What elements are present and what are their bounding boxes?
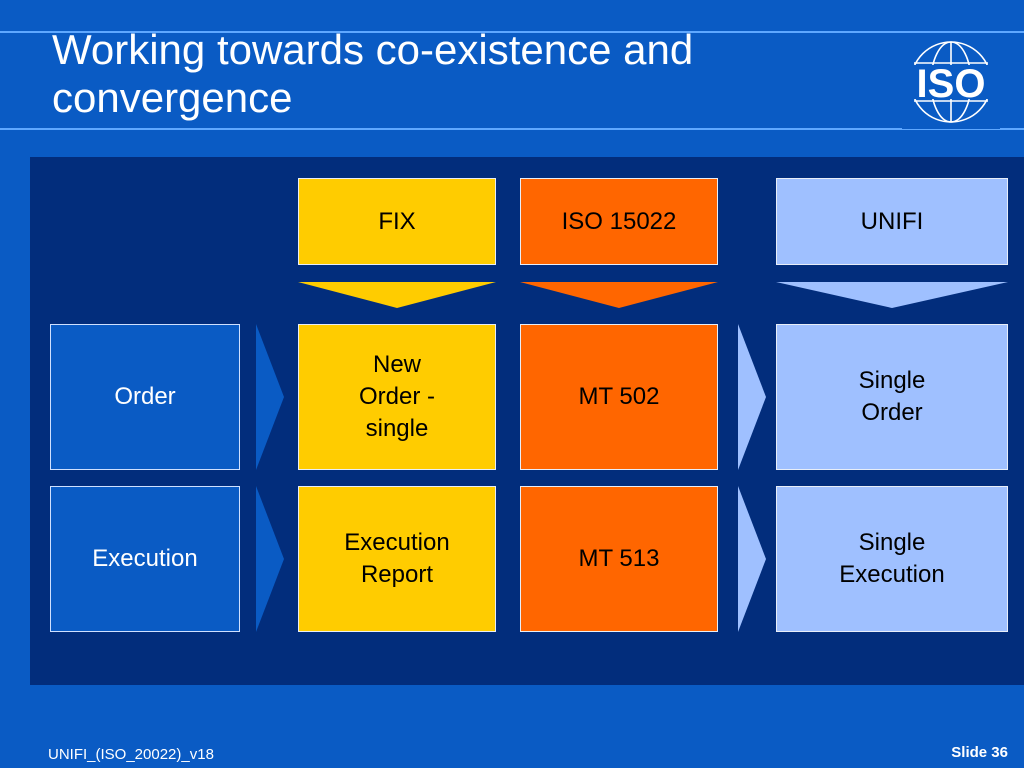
chevron-right-icon xyxy=(256,486,284,632)
footer-document-id: UNIFI_(ISO_20022)_v18 xyxy=(48,746,214,763)
cell-execution-unifi-line1: Single xyxy=(858,529,926,556)
row-label-execution-text: Execution xyxy=(92,545,198,572)
cell-execution-iso15022-text: MT 513 xyxy=(578,545,660,572)
column-header-unifi-label: UNIFI xyxy=(860,207,924,235)
cell-order-unifi-line2: Order xyxy=(861,399,923,426)
cell-execution-unifi-line2: Execution xyxy=(839,561,945,588)
cell-order-fix: New Order - single xyxy=(298,324,496,470)
triangle-down-icon xyxy=(776,282,1008,308)
column-header-fix: FIX xyxy=(298,178,496,265)
triangle-down-icon xyxy=(520,282,718,308)
cell-order-unifi-line1: Single xyxy=(858,367,926,394)
triangle-down-icon xyxy=(298,282,496,308)
cell-execution-fix: Execution Report xyxy=(298,486,496,632)
row-label-order-text: Order xyxy=(114,383,176,410)
iso-logo-graphic: ISO xyxy=(906,41,996,123)
column-header-fix-label: FIX xyxy=(378,207,416,235)
cell-order-iso15022-text: MT 502 xyxy=(578,383,660,410)
column-header-iso15022-label: ISO 15022 xyxy=(561,207,677,235)
chevron-right-icon xyxy=(256,324,284,470)
chevron-right-icon xyxy=(738,324,766,470)
footer-slide-number: Slide 36 xyxy=(951,744,1008,761)
column-header-iso15022: ISO 15022 xyxy=(520,178,718,265)
chevron-right-icon xyxy=(738,486,766,632)
cell-order-iso15022: MT 502 xyxy=(520,324,718,470)
slide-title-line2: convergence xyxy=(52,74,293,121)
title-top-rule xyxy=(0,31,1024,33)
row-label-execution: Execution xyxy=(50,486,240,632)
cell-order-fix-line1: New xyxy=(372,351,421,378)
column-header-unifi: UNIFI xyxy=(776,178,1008,265)
cell-execution-fix-line2: Report xyxy=(360,561,434,588)
iso-globe-logo-icon: ISO xyxy=(902,35,1000,129)
title-bottom-rule xyxy=(0,128,1024,130)
slide-title-line1: Working towards co-existence and xyxy=(52,26,694,73)
cell-order-unifi: Single Order xyxy=(776,324,1008,470)
cell-execution-fix-line1: Execution xyxy=(344,529,450,556)
cell-order-fix-line2: Order - xyxy=(358,383,435,410)
cell-execution-unifi: Single Execution xyxy=(776,486,1008,632)
cell-order-fix-line3: single xyxy=(365,415,429,442)
iso-logo-text: ISO xyxy=(917,62,986,106)
row-label-order: Order xyxy=(50,324,240,470)
slide-title: Working towards co-existence and converg… xyxy=(52,26,872,122)
cell-execution-iso15022: MT 513 xyxy=(520,486,718,632)
